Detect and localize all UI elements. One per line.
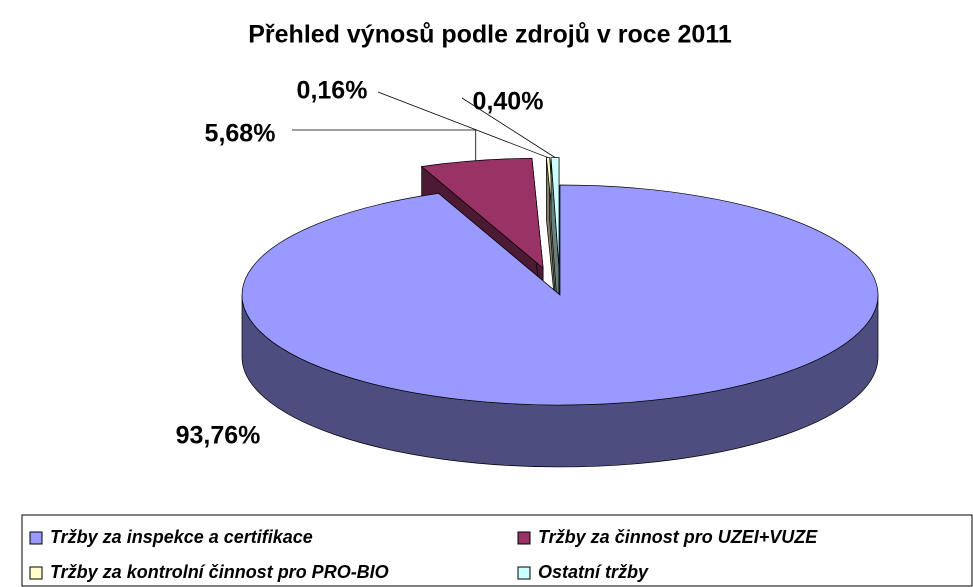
data-label: 5,68% <box>205 120 276 148</box>
data-label: 0,16% <box>297 77 368 105</box>
legend-box <box>21 514 973 587</box>
legend-label: Tržby za inspekce a certifikace <box>50 527 313 547</box>
slice <box>550 157 560 268</box>
legend-swatch <box>29 531 43 545</box>
legend-swatch <box>517 531 531 545</box>
legend-label: Ostatní tržby <box>538 562 649 582</box>
legend-label: Tržby za kontrolní činnost pro PRO-BIO <box>50 562 389 582</box>
legend-swatch <box>29 566 43 580</box>
data-label: 0,40% <box>473 88 544 116</box>
leader-line <box>461 97 556 158</box>
data-label: 93,76% <box>176 422 261 450</box>
leader-line <box>292 129 477 161</box>
slice <box>241 184 879 406</box>
legend-swatch <box>517 566 531 580</box>
chart-title: Přehled výnosů podle zdrojů v roce 2011 <box>248 21 732 49</box>
leader-line <box>377 91 549 158</box>
legend-label: Tržby za činnost pro UZEI+VUZE <box>538 527 818 547</box>
